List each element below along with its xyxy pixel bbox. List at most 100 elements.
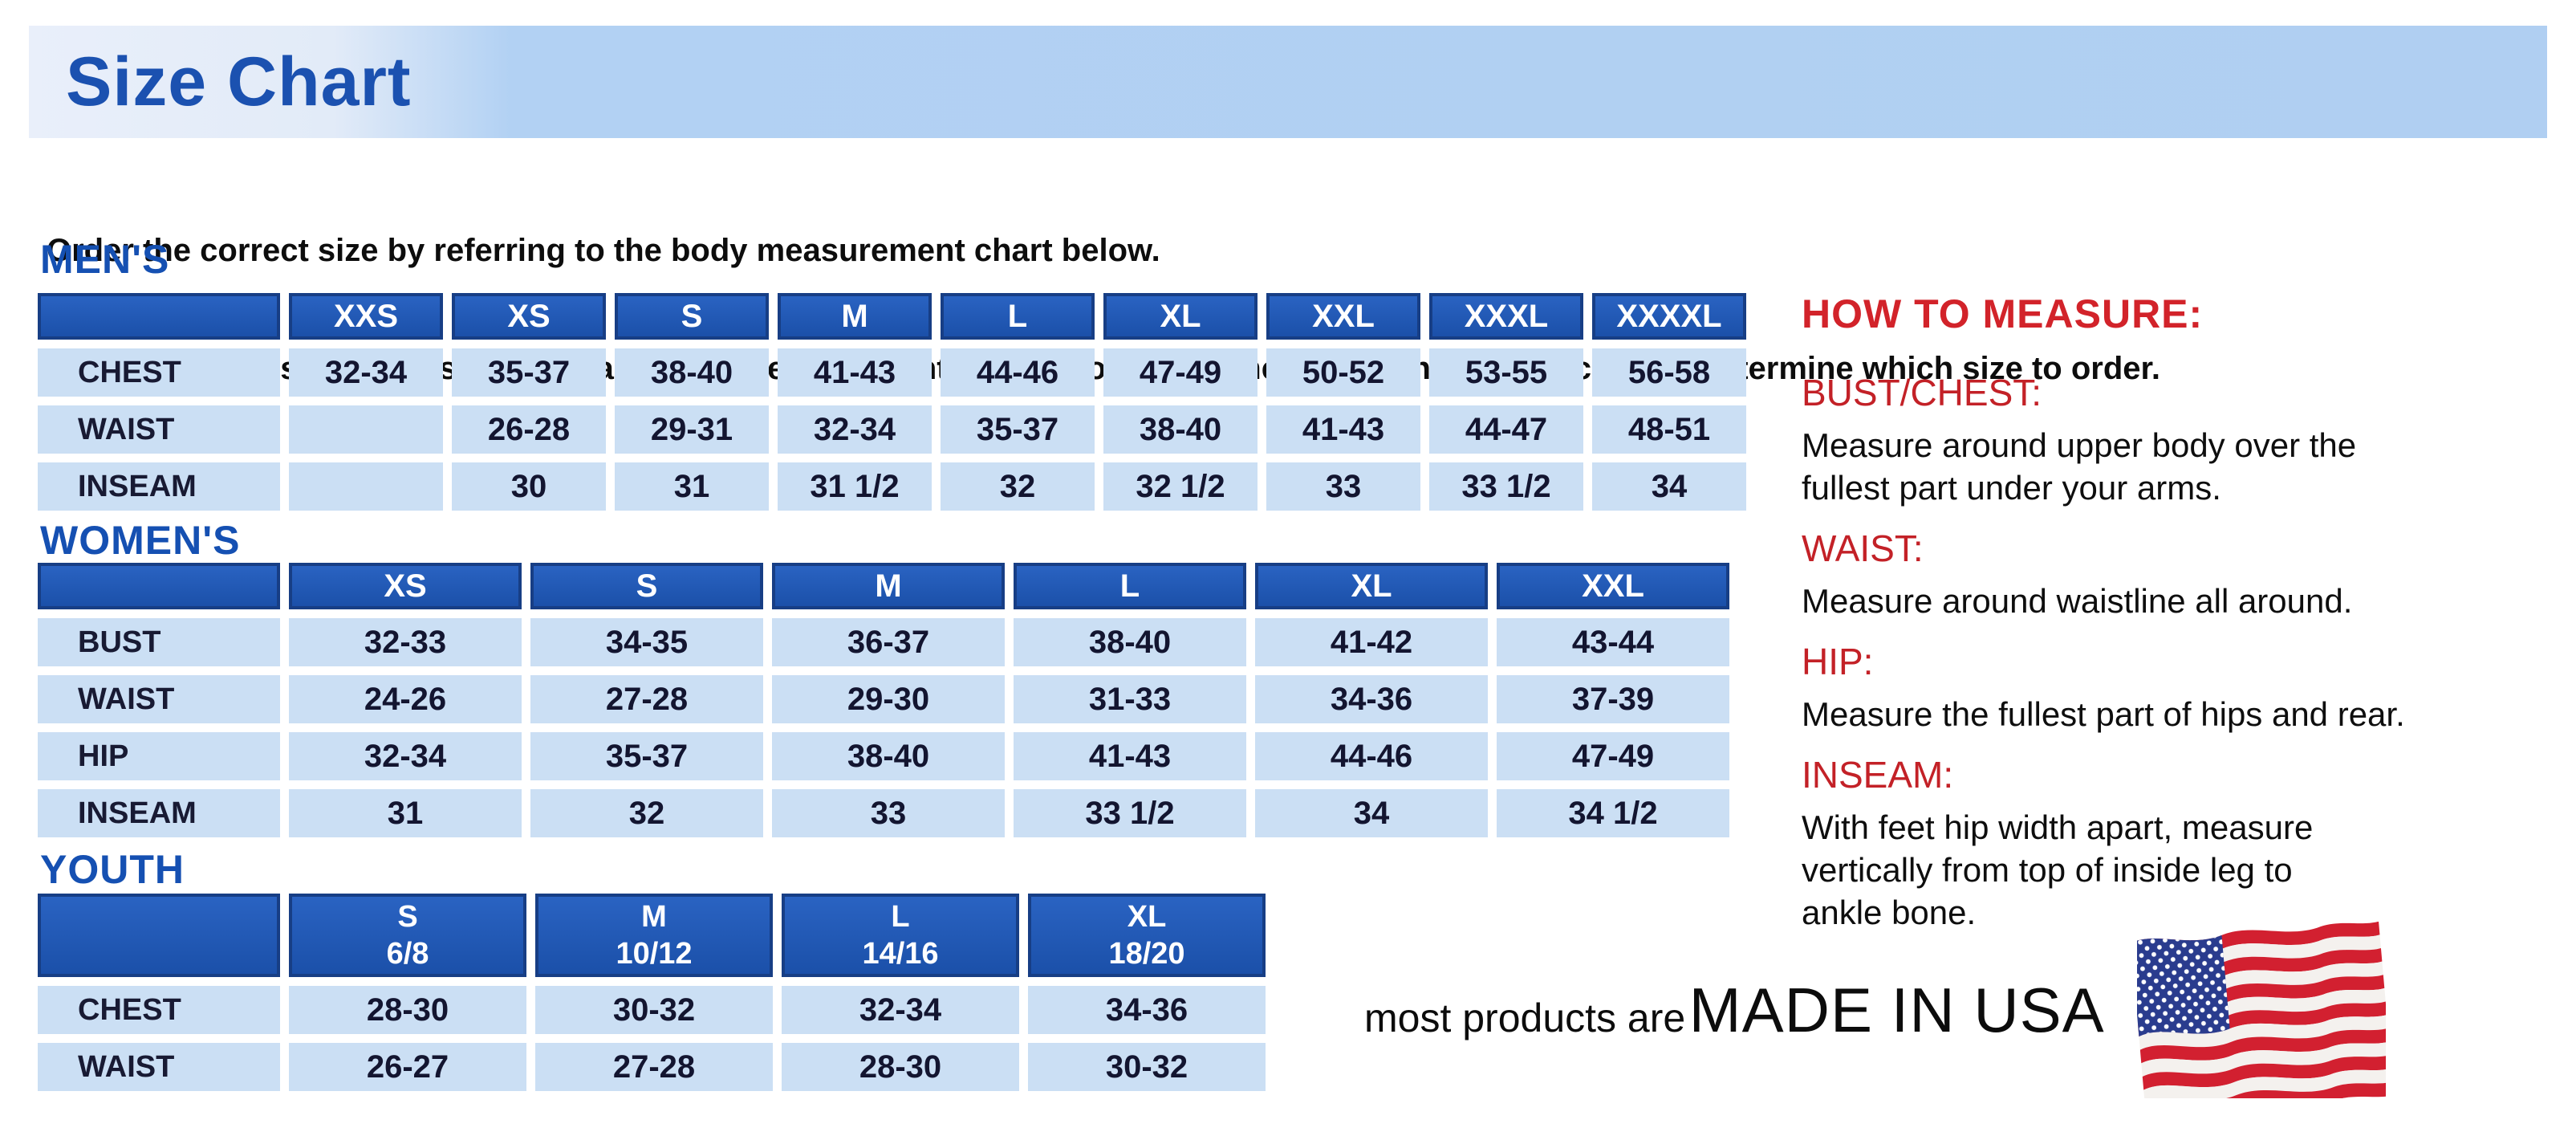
youth-size-table: S 6/8 M 10/12 L 14/16 XL 18/20 CHEST 28-30 30-32 32… xyxy=(29,885,1274,1100)
size-cell: 47-49 xyxy=(1497,732,1729,780)
size-cell: 28-30 xyxy=(782,1043,1019,1091)
made-in-usa-text: MADE IN USA xyxy=(1688,974,2105,1045)
table-row: HIP 32-34 35-37 38-40 41-43 44-46 47-49 xyxy=(38,732,1729,780)
column-header: XS xyxy=(452,293,606,340)
size-cell: 38-40 xyxy=(1103,405,1258,454)
size-cell: 41-42 xyxy=(1255,618,1488,666)
intro-line-1: Order the correct size by referring to t… xyxy=(47,233,1160,268)
size-cell: 31 xyxy=(615,462,769,511)
us-flag-icon xyxy=(2136,922,2386,1098)
row-label: WAIST xyxy=(38,405,280,454)
table-row: WAIST 26-28 29-31 32-34 35-37 38-40 41-43 44-47… xyxy=(38,405,1746,454)
size-cell: 56-58 xyxy=(1592,348,1746,397)
row-label: BUST xyxy=(38,618,280,666)
column-header: XXXL xyxy=(1429,293,1583,340)
size-cell: 32 xyxy=(941,462,1095,511)
table-row: CHEST 28-30 30-32 32-34 34-36 xyxy=(38,986,1266,1034)
size-cell: 31 xyxy=(289,789,522,837)
measure-inseam-heading: INSEAM: xyxy=(1802,754,1954,796)
how-to-measure-title: HOW TO MEASURE: xyxy=(1802,291,2204,336)
size-cell: 38-40 xyxy=(615,348,769,397)
made-in-usa-line: most products are MADE IN USA xyxy=(1364,974,2105,1047)
table-row: INSEAM 30 31 31 1/2 32 32 1/2 33 33 1/2 34 xyxy=(38,462,1746,511)
size-cell xyxy=(289,405,443,454)
measure-inseam-text: With feet hip width apart, measure verti… xyxy=(1802,808,2314,931)
header-row: XS S M L XL XXL xyxy=(38,563,1729,609)
size-cell: 32-34 xyxy=(289,732,522,780)
column-header: L 14/16 xyxy=(782,894,1019,977)
size-cell: 47-49 xyxy=(1103,348,1258,397)
measure-hip-text: Measure the fullest part of hips and rea… xyxy=(1802,695,2405,733)
row-label: INSEAM xyxy=(38,462,280,511)
column-header: XL xyxy=(1103,293,1258,340)
section-mens-heading: MEN'S xyxy=(40,237,170,282)
mens-size-table: XXS XS S M L XL XXL XXXL XXXXL CHEST 32-34 35-37 38-… xyxy=(29,284,1755,519)
section-womens-heading: WOMEN'S xyxy=(40,518,241,563)
column-header: S 6/8 xyxy=(289,894,526,977)
size-cell: 34 xyxy=(1592,462,1746,511)
row-label: CHEST xyxy=(38,348,280,397)
made-prefix-text: most products are xyxy=(1364,995,1686,1040)
column-header: S xyxy=(530,563,763,609)
row-label: WAIST xyxy=(38,675,280,723)
section-youth-heading: YOUTH xyxy=(40,847,185,892)
column-header: XXXXL xyxy=(1592,293,1746,340)
size-cell: 32 1/2 xyxy=(1103,462,1258,511)
size-cell: 31-33 xyxy=(1014,675,1246,723)
measure-waist-text: Measure around waistline all around. xyxy=(1802,582,2353,620)
column-header: L xyxy=(1014,563,1246,609)
corner-cell xyxy=(38,894,280,977)
size-cell: 26-27 xyxy=(289,1043,526,1091)
size-cell: 24-26 xyxy=(289,675,522,723)
size-cell: 38-40 xyxy=(1014,618,1246,666)
column-header: M xyxy=(772,563,1005,609)
size-cell xyxy=(289,462,443,511)
size-cell: 32-33 xyxy=(289,618,522,666)
size-cell: 33 xyxy=(1266,462,1420,511)
corner-cell xyxy=(38,293,280,340)
table-row: BUST 32-33 34-35 36-37 38-40 41-42 43-44 xyxy=(38,618,1729,666)
size-cell: 41-43 xyxy=(778,348,932,397)
size-cell: 32-34 xyxy=(778,405,932,454)
size-cell: 33 1/2 xyxy=(1429,462,1583,511)
size-cell: 34-36 xyxy=(1028,986,1266,1034)
size-cell: 33 xyxy=(772,789,1005,837)
measure-bust-chest-heading: BUST/CHEST: xyxy=(1802,372,2042,413)
size-cell: 27-28 xyxy=(535,1043,773,1091)
measure-hip-heading: HIP: xyxy=(1802,641,1874,682)
size-cell: 32-34 xyxy=(289,348,443,397)
size-cell: 28-30 xyxy=(289,986,526,1034)
row-label: HIP xyxy=(38,732,280,780)
header-row: S 6/8 M 10/12 L 14/16 XL 18/20 xyxy=(38,894,1266,977)
table-row: WAIST 26-27 27-28 28-30 30-32 xyxy=(38,1043,1266,1091)
size-cell: 26-28 xyxy=(452,405,606,454)
size-cell: 30-32 xyxy=(535,986,773,1034)
column-header: XXL xyxy=(1497,563,1729,609)
footer-made-in-usa: most products are MADE IN USA xyxy=(1364,922,2386,1098)
size-cell: 44-46 xyxy=(1255,732,1488,780)
column-header: L xyxy=(941,293,1095,340)
size-cell: 41-43 xyxy=(1266,405,1420,454)
size-cell: 29-30 xyxy=(772,675,1005,723)
measure-bust-chest-text: Measure around upper body over the fulle… xyxy=(1802,426,2357,507)
size-cell: 34 xyxy=(1255,789,1488,837)
size-cell: 35-37 xyxy=(530,732,763,780)
table-row: WAIST 24-26 27-28 29-30 31-33 34-36 37-39 xyxy=(38,675,1729,723)
size-cell: 35-37 xyxy=(941,405,1095,454)
header-row: XXS XS S M L XL XXL XXXL XXXXL xyxy=(38,293,1746,340)
row-label: WAIST xyxy=(38,1043,280,1091)
size-cell: 34 1/2 xyxy=(1497,789,1729,837)
table-row: INSEAM 31 32 33 33 1/2 34 34 1/2 xyxy=(38,789,1729,837)
column-header: XL 18/20 xyxy=(1028,894,1266,977)
column-header: M xyxy=(778,293,932,340)
column-header: S xyxy=(615,293,769,340)
size-cell: 30-32 xyxy=(1028,1043,1266,1091)
flag-body xyxy=(2136,922,2386,1098)
size-cell: 53-55 xyxy=(1429,348,1583,397)
row-label: INSEAM xyxy=(38,789,280,837)
column-header: XL xyxy=(1255,563,1488,609)
size-cell: 41-43 xyxy=(1014,732,1246,780)
size-cell: 44-47 xyxy=(1429,405,1583,454)
size-cell: 35-37 xyxy=(452,348,606,397)
size-cell: 38-40 xyxy=(772,732,1005,780)
